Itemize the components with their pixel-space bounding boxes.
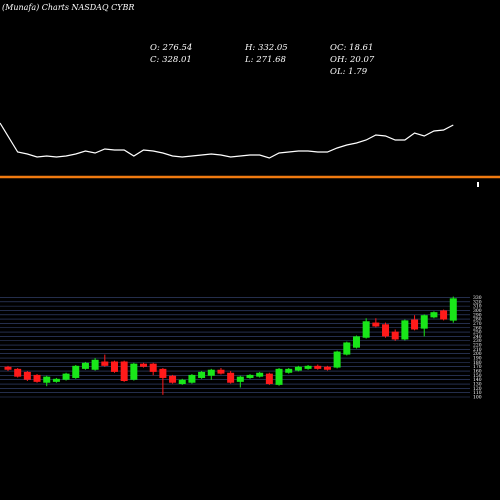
y-tick-label: 300 — [473, 308, 482, 314]
stat-label: OL: 1.79 — [330, 67, 368, 77]
candle-body — [256, 372, 264, 377]
candle-body — [188, 374, 196, 383]
y-tick-label: 140 — [473, 377, 482, 383]
y-tick-label: 110 — [473, 390, 482, 396]
candle-body — [130, 363, 138, 380]
candle-body — [4, 366, 12, 370]
candle-body — [314, 365, 322, 369]
y-tick-label: 170 — [473, 364, 482, 370]
candle-body — [52, 378, 60, 382]
candle-body — [362, 321, 370, 338]
candle-body — [101, 361, 109, 366]
y-tick-label: 160 — [473, 369, 482, 375]
candle-body — [430, 312, 438, 318]
chart-title: (Munafa) Charts NASDAQ CYBR — [2, 3, 134, 12]
candle-body — [62, 373, 70, 380]
candle-body — [120, 361, 128, 381]
candle-body — [440, 310, 448, 320]
y-tick-label: 230 — [473, 338, 482, 344]
candle-body — [352, 336, 360, 348]
candle-body — [285, 368, 293, 373]
y-tick-label: 190 — [473, 356, 482, 362]
candle-body — [207, 369, 215, 376]
candle-body — [401, 320, 409, 340]
y-tick-label: 100 — [473, 395, 482, 401]
stat-label: L: 271.68 — [244, 55, 287, 65]
candle-body — [449, 298, 457, 321]
candle-body — [420, 315, 428, 329]
y-tick-label: 180 — [473, 360, 482, 366]
candle-body — [294, 366, 302, 371]
indicator-line — [0, 122, 454, 159]
stat-label: C: 328.01 — [150, 55, 192, 65]
stat-label: OH: 20.07 — [330, 55, 375, 65]
candle-body — [91, 359, 99, 370]
candle-body — [265, 373, 273, 385]
candle-body — [372, 322, 380, 327]
stat-label: O: 276.54 — [150, 43, 192, 53]
candle-body — [23, 371, 31, 380]
y-tick-label: 280 — [473, 317, 482, 323]
candle-body — [149, 363, 157, 372]
y-tick-label: 200 — [473, 351, 482, 357]
y-tick-label: 320 — [473, 299, 482, 305]
y-tick-label: 150 — [473, 373, 482, 379]
candle-body — [236, 376, 244, 382]
y-tick-label: 220 — [473, 343, 482, 349]
candle-body — [304, 365, 312, 369]
candle-body — [246, 374, 254, 378]
y-tick-label: 240 — [473, 334, 482, 340]
y-tick-label: 120 — [473, 386, 482, 392]
y-tick-label: 130 — [473, 382, 482, 388]
candle-body — [323, 366, 331, 370]
y-tick-label: 270 — [473, 321, 482, 327]
candle-body — [217, 369, 225, 374]
y-tick-label: 310 — [473, 304, 482, 310]
candle-body — [110, 361, 118, 372]
candle-body — [275, 368, 283, 385]
y-tick-label: 330 — [473, 295, 482, 301]
candle-body — [14, 368, 22, 377]
stat-label: H: 332.05 — [244, 43, 288, 53]
y-tick-label: 250 — [473, 330, 482, 336]
stat-label: OC: 18.61 — [330, 43, 373, 53]
candle-body — [159, 368, 167, 378]
candle-body — [33, 374, 41, 382]
candle-body — [169, 375, 177, 383]
candle-body — [333, 351, 341, 368]
y-tick-label: 210 — [473, 347, 482, 353]
candle-body — [227, 372, 235, 383]
candle-body — [178, 379, 186, 385]
candle-body — [81, 362, 89, 369]
candle-body — [140, 363, 148, 367]
candle-body — [43, 376, 51, 383]
y-tick-label: 290 — [473, 312, 482, 318]
y-tick-label: 260 — [473, 325, 482, 331]
candle-body — [72, 365, 80, 378]
candle-body — [198, 371, 206, 378]
marker — [477, 182, 479, 187]
candle-body — [343, 342, 351, 355]
candle-body — [382, 324, 390, 337]
candle-body — [411, 319, 419, 330]
candle-body — [391, 331, 399, 340]
